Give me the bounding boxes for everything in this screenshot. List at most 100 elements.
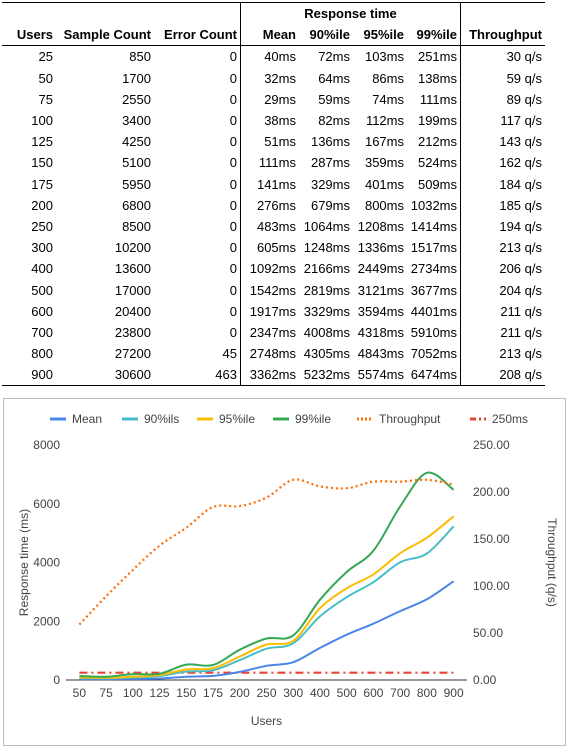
cell-mean: 111ms <box>258 155 296 171</box>
col-header-mean: Mean <box>240 24 299 47</box>
x-tick-label: 300 <box>283 686 303 700</box>
x-tick-label: 700 <box>390 686 410 700</box>
cell-p99: 212ms <box>417 134 457 150</box>
cell-mean: 483ms <box>256 218 296 234</box>
cell-throughput: 184 q/s <box>460 173 545 195</box>
cell-p90: 1064ms <box>303 218 350 234</box>
cell-p95: 2449ms <box>357 261 404 277</box>
legend-label: Mean <box>72 412 102 426</box>
x-tick-label: 500 <box>337 686 357 700</box>
col-header-error-count: Error Count <box>154 24 241 47</box>
cell-throughput: 208 q/s <box>460 364 545 387</box>
x-tick-label: 200 <box>230 686 250 700</box>
cell-p99: 2734ms <box>410 261 457 277</box>
cell-p95: 3594ms <box>357 303 404 319</box>
cell-error-count: 0 <box>154 131 241 153</box>
cell-throughput: 143 q/s <box>460 131 545 153</box>
cell-p99: 251ms <box>417 49 457 65</box>
cell-throughput: 30 q/s <box>460 45 545 68</box>
cell-error-count: 0 <box>154 152 241 174</box>
cell-p95: 86ms <box>372 70 404 86</box>
cell-users: 700 <box>31 324 53 340</box>
series-line-mean <box>79 580 455 681</box>
cell-p99: 111ms <box>419 91 457 107</box>
col-header-users: Users <box>2 24 56 47</box>
cell-p95: 167ms <box>364 134 404 150</box>
cell-users: 300 <box>31 240 53 256</box>
col-header-p90: 90%ile <box>299 24 353 47</box>
cell-throughput: 185 q/s <box>460 194 545 216</box>
table-row: 300 10200 0 605ms 1248ms 1336ms 1517ms 213 q/s <box>2 237 545 259</box>
cell-users: 600 <box>31 303 53 319</box>
cell-mean: 51ms <box>264 134 296 150</box>
cell-error-count: 0 <box>154 237 241 259</box>
series-line-throughput <box>78 478 454 626</box>
cell-error-count: 0 <box>154 300 241 322</box>
cell-throughput: 204 q/s <box>460 279 545 301</box>
cell-sample-count: 17000 <box>114 282 151 298</box>
cell-sample-count: 850 <box>129 49 151 65</box>
cell-throughput: 211 q/s <box>460 300 545 322</box>
cell-p99: 4401ms <box>410 303 457 319</box>
cell-error-count: 0 <box>154 109 241 132</box>
cell-mean: 1092ms <box>249 261 296 277</box>
cell-error-count: 45 <box>154 343 241 365</box>
cell-throughput: 59 q/s <box>460 67 545 89</box>
cell-sample-count: 2550 <box>122 91 151 107</box>
cell-p99: 524ms <box>417 155 457 171</box>
x-tick-label: 175 <box>203 686 223 700</box>
cell-throughput: 206 q/s <box>460 258 545 280</box>
cell-throughput: 117 q/s <box>460 109 545 132</box>
table-row: 50 1700 0 32ms 64ms 86ms 138ms 59 q/s <box>2 67 545 89</box>
cell-p90: 329ms <box>310 176 350 192</box>
cell-p90: 82ms <box>318 113 350 129</box>
col-header-throughput: Throughput <box>460 24 545 47</box>
cell-users: 900 <box>2 364 56 387</box>
cell-p95: 401ms <box>364 176 404 192</box>
cell-users: 100 <box>31 113 53 129</box>
cell-error-count: 0 <box>154 88 241 110</box>
cell-p99: 1517ms <box>410 240 457 256</box>
table-header-spacer-right <box>460 2 545 25</box>
cell-p95: 112ms <box>365 113 404 129</box>
cell-sample-count: 20400 <box>114 303 151 319</box>
table-row: 125 4250 0 51ms 136ms 167ms 212ms 143 q/s <box>2 131 545 153</box>
cell-mean: 2347ms <box>249 324 296 340</box>
series-line-90-ils <box>79 525 455 680</box>
cell-users: 50 <box>38 70 53 86</box>
cell-p95: 103ms <box>364 49 404 65</box>
x-tick-label: 100 <box>123 686 143 700</box>
cell-sample-count: 8500 <box>122 218 151 234</box>
legend-label: 90%ils <box>144 412 179 426</box>
cell-p90: 679ms <box>310 197 350 213</box>
y-tick-label: 6000 <box>33 497 60 511</box>
cell-p90: 3329ms <box>303 303 350 319</box>
cell-p99: 3677ms <box>410 282 457 298</box>
cell-error-count: 0 <box>154 173 241 195</box>
y-axis-label: Response time (ms) <box>17 509 31 616</box>
cell-p90: 1248ms <box>303 240 350 256</box>
cell-p95: 3121ms <box>357 282 404 298</box>
cell-mean: 141ms <box>256 176 296 192</box>
cell-p90: 5232ms <box>299 364 353 387</box>
cell-p99: 509ms <box>417 176 457 192</box>
table-row: 400 13600 0 1092ms 2166ms 2449ms 2734ms 206 q/s <box>2 258 545 280</box>
y2-tick-label: 250.00 <box>473 438 510 452</box>
table-row: 900 30600 463 3362ms 5232ms 5574ms 6474ms 208 q… <box>2 364 545 387</box>
cell-users: 250 <box>31 218 53 234</box>
table-row: 175 5950 0 141ms 329ms 401ms 509ms 184 q/s <box>2 173 545 195</box>
cell-sample-count: 4250 <box>122 134 151 150</box>
cell-p95: 74ms <box>372 91 404 107</box>
cell-p90: 72ms <box>318 49 350 65</box>
table-row: 250 8500 0 483ms 1064ms 1208ms 1414ms 194 q/s <box>2 215 545 238</box>
cell-p95: 4318ms <box>357 324 404 340</box>
cell-users: 150 <box>31 155 53 171</box>
cell-sample-count: 30600 <box>56 364 154 387</box>
cell-sample-count: 5100 <box>122 155 151 171</box>
cell-p95: 5574ms <box>353 364 407 387</box>
cell-users: 175 <box>31 176 53 192</box>
cell-error-count: 0 <box>154 215 241 238</box>
cell-users: 500 <box>31 282 53 298</box>
cell-p99: 6474ms <box>407 364 461 387</box>
legend-label: 95%ile <box>219 412 255 426</box>
